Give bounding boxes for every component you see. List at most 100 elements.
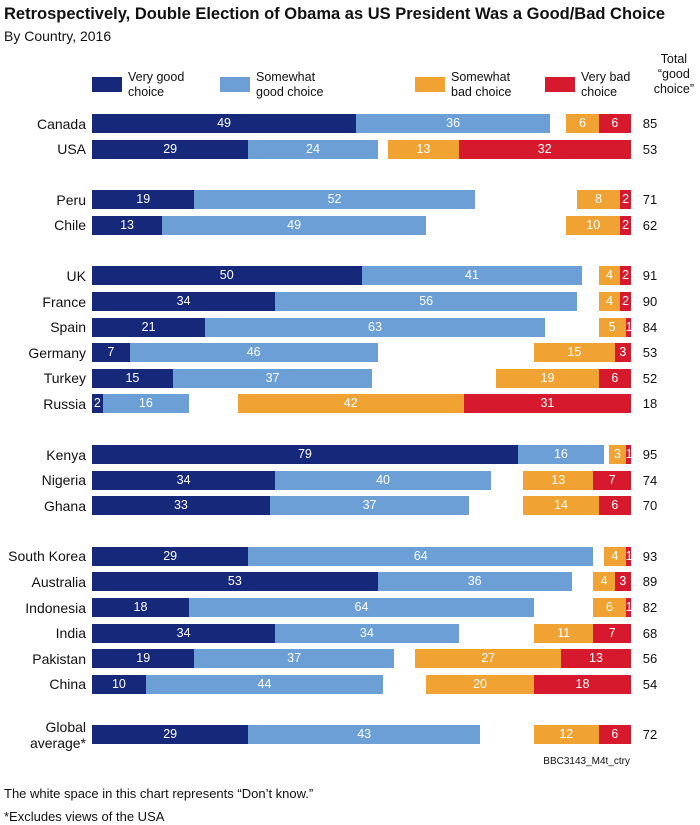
value-label: 6 [611,370,619,385]
value-label: 21 [141,319,156,334]
value-label: 24 [306,141,320,156]
bar-segment [92,190,195,210]
value-label: 7 [608,625,616,640]
total-value: 89 [642,574,658,590]
bar-segment [92,394,103,414]
value-label: 37 [362,498,377,513]
bar-segment [598,725,631,745]
bar-segment [517,445,605,464]
bar-segment [205,317,545,337]
value-label: 40 [376,472,390,487]
value-label: 2 [622,192,630,207]
bar-segment [377,572,572,592]
bar-segment [620,292,631,311]
bar-segment [388,139,459,159]
value-label: 36 [467,574,482,589]
bar-segment [598,496,631,516]
bar-segment [577,190,621,210]
value-label: 44 [257,676,272,691]
category-label: Kenya [46,446,86,463]
bar-segment [92,623,276,643]
value-label: 42 [343,396,358,411]
bar-segment [593,470,631,490]
value-label: 18 [575,676,590,691]
bar-segment [92,114,357,133]
value-label: 1 [625,319,633,334]
value-label: 6 [605,600,613,614]
note: *Excludes views of the USA [4,809,165,824]
bar-segment [248,725,481,745]
value-label: 49 [217,116,231,130]
legend-label: Very bad choice [581,70,631,99]
total-value: 71 [642,192,658,208]
total-value: 90 [642,294,658,309]
value-label: 29 [163,141,178,156]
bar-segment [593,598,626,617]
bar-segment [275,623,459,643]
bar-segment [566,114,599,133]
bar-segment [92,470,276,490]
bar-segment [598,292,621,311]
value-label: 2 [622,294,630,308]
category-label: Indonesia [25,599,86,616]
bar-segment [189,598,534,617]
total-value: 62 [642,217,658,233]
total-value: 91 [642,268,658,284]
bar-segment [237,394,464,414]
value-label: 2 [622,268,630,283]
bar-segment [92,292,276,311]
value-label: 34 [176,294,191,308]
total-value: 18 [642,396,658,412]
source: BBC3143_M4t_ctry [543,756,630,767]
total-value: 93 [642,548,658,564]
value-label: 43 [357,727,372,742]
bar-segment [625,317,631,337]
legend-swatch [415,77,445,92]
category-label: Germany [28,344,86,361]
bar-segment [92,445,518,464]
value-label: 4 [600,574,608,589]
bar-segment [533,674,631,694]
legend-label: Somewhat good choice [256,70,324,99]
bar-segment [145,674,384,694]
value-label: 56 [419,294,434,308]
bar-segment [560,649,631,669]
category-label: Peru [56,191,86,208]
category-label: Canada [36,115,86,132]
value-label: 15 [125,370,140,385]
bar-segment [92,674,146,694]
bar-segment [194,649,394,669]
bar-segment [614,343,631,363]
category-label: Australia [31,573,86,590]
total-value: 68 [642,625,658,641]
value-label: 63 [368,319,382,334]
bar-segment [275,470,491,490]
value-label: 15 [567,345,582,360]
total-value: 82 [642,600,658,615]
value-label: 19 [540,370,555,385]
value-label: 36 [446,116,461,130]
value-label: 13 [120,217,134,232]
total-value: 70 [642,498,658,514]
chart-title: Retrospectively, Double Election of Obam… [4,5,666,23]
value-label: 7 [107,345,115,360]
value-label: 16 [138,396,153,411]
legend-swatch [92,77,122,92]
bar-segment [92,266,362,286]
value-label: 53 [227,574,242,589]
value-label: 7 [608,472,616,487]
total-value: 53 [642,345,658,361]
value-label: 34 [176,625,191,640]
bar-segment [598,368,631,388]
bar-segment [625,598,631,617]
bar-segment [172,368,373,388]
total-value: 85 [642,116,658,131]
value-label: 10 [586,217,601,232]
value-label: 29 [163,727,178,742]
value-label: 50 [219,268,234,283]
bar-segment [593,623,631,643]
value-label: 1 [625,447,633,461]
value-label: 33 [173,498,188,513]
value-label: 1 [625,548,633,563]
bar-segment [129,343,378,363]
